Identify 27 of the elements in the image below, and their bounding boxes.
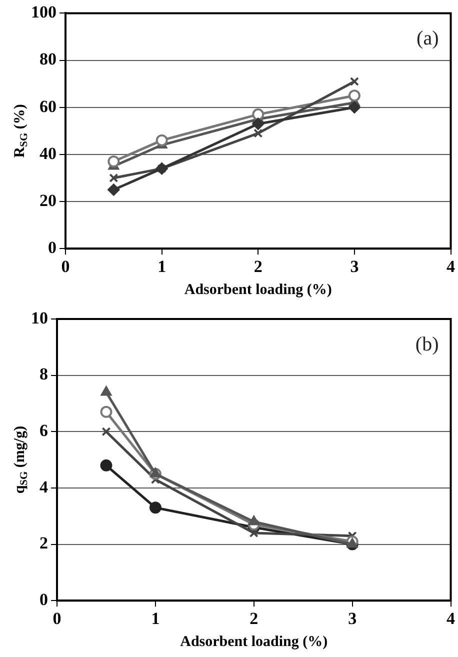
y-tick-label: 100 xyxy=(31,2,56,22)
x-axis-title: Adsorbent loading (%) xyxy=(180,634,328,650)
y-tick-label: 60 xyxy=(40,96,56,116)
annotation: (a) xyxy=(416,27,439,50)
x-tick-label: 3 xyxy=(350,257,359,276)
x-tick-label: 4 xyxy=(446,257,456,276)
y-tick-label: 2 xyxy=(40,534,48,553)
y-tick-label: 10 xyxy=(31,308,48,328)
y-tick-label: 8 xyxy=(40,364,48,384)
annotation: (b) xyxy=(415,333,439,356)
y-axis-title: RSG (%) xyxy=(12,104,30,158)
y-tick-label: 6 xyxy=(40,421,48,440)
y-tick-label: 40 xyxy=(40,144,56,163)
x-tick-label: 0 xyxy=(61,257,70,276)
x-tick-label: 4 xyxy=(446,609,456,628)
y-tick-label: 20 xyxy=(40,190,56,210)
x-tick-label: 1 xyxy=(151,609,160,628)
y-tick-label: 4 xyxy=(40,477,48,496)
x-tick-label: 3 xyxy=(348,609,357,628)
y-tick-label: 0 xyxy=(48,238,56,257)
x-tick-label: 1 xyxy=(158,257,166,276)
x-tick-label: 2 xyxy=(250,609,258,628)
y-axis-title: qSG (mg/g) xyxy=(12,426,30,494)
y-tick-label: 0 xyxy=(40,590,48,609)
x-axis-title: Adsorbent loading (%) xyxy=(184,282,332,298)
x-tick-label: 2 xyxy=(254,257,262,276)
y-tick-label: 80 xyxy=(40,50,56,69)
